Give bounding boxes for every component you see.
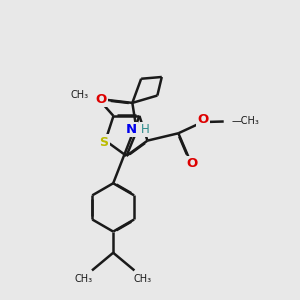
Text: O: O <box>186 158 197 170</box>
Text: O: O <box>197 113 208 126</box>
Text: S: S <box>100 136 109 148</box>
Text: CH₃: CH₃ <box>134 274 152 284</box>
Text: —CH₃: —CH₃ <box>232 116 260 127</box>
Text: H: H <box>141 123 149 136</box>
Text: CH₃: CH₃ <box>71 90 89 100</box>
Text: N: N <box>126 123 137 136</box>
Text: O: O <box>95 93 106 106</box>
Text: CH₃: CH₃ <box>75 274 93 284</box>
